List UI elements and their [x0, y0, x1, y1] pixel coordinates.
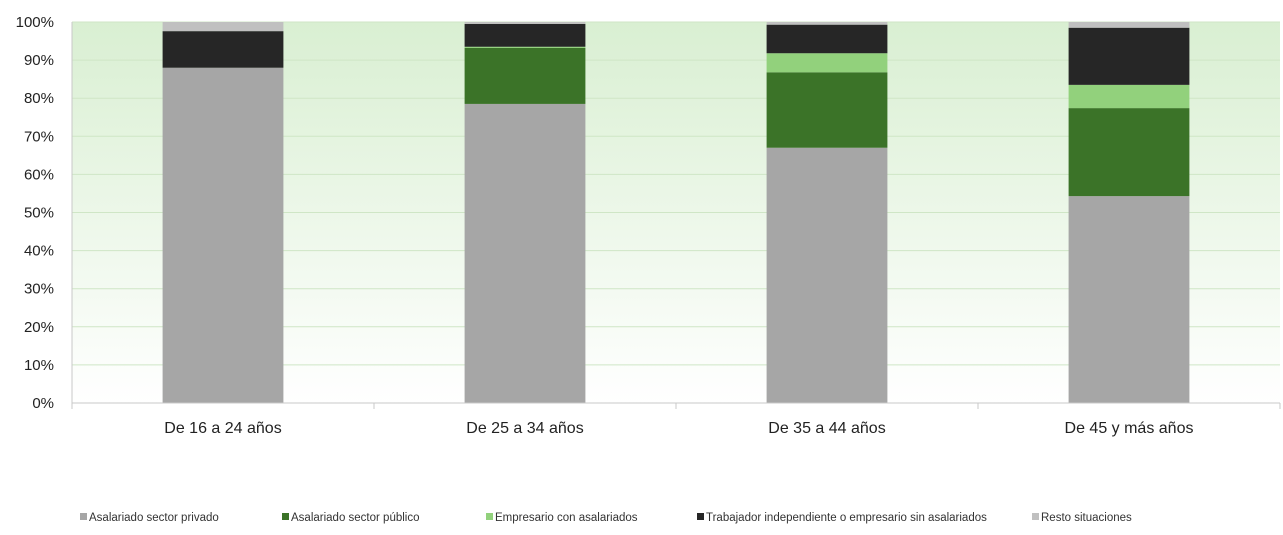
y-tick-label: 50%	[24, 205, 54, 222]
legend-swatch-empresario-con-asalariados	[486, 513, 493, 520]
bar-segment-asalariado-sector-privado	[162, 67, 284, 403]
bar-segment-asalariado-sector-publico	[1068, 108, 1190, 197]
bar-segment-asalariado-sector-publico	[464, 47, 586, 104]
bar-segment-trabajador-independiente-o-empresario-sin-asalariados	[766, 24, 888, 54]
legend-label: Asalariado sector privado	[89, 512, 219, 524]
bar-segment-empresario-con-asalariados	[1068, 84, 1190, 109]
legend-label: Asalariado sector público	[291, 512, 420, 524]
bar-segment-asalariado-sector-privado	[766, 147, 888, 403]
y-tick-label: 100%	[16, 14, 54, 31]
bar-segment-resto-situaciones	[162, 22, 284, 32]
bar-segment-empresario-con-asalariados	[464, 46, 586, 48]
y-tick-label: 0%	[32, 395, 54, 412]
y-tick-label: 10%	[24, 357, 54, 374]
legend-swatch-resto-situaciones	[1032, 513, 1039, 520]
x-tick-label: De 16 a 24 años	[164, 420, 281, 437]
legend-swatch-asalariado-sector-privado	[80, 513, 87, 520]
bar-segment-trabajador-independiente-o-empresario-sin-asalariados	[162, 31, 284, 68]
legend-label: Empresario con asalariados	[495, 512, 638, 524]
legend-swatch-trabajador-independiente-o-empresario-sin-asalariados	[697, 513, 704, 520]
bars	[162, 22, 1190, 403]
legend: Asalariado sector privado Asalariado sect…	[80, 512, 1132, 524]
y-tick-label: 80%	[24, 90, 54, 107]
bar-segment-asalariado-sector-privado	[464, 103, 586, 403]
y-tick-label: 60%	[24, 166, 54, 183]
legend-label: Trabajador independiente o empresario si…	[706, 512, 987, 524]
bar-segment-resto-situaciones	[1068, 22, 1190, 28]
legend-swatch-asalariado-sector-publico	[282, 513, 289, 520]
bar-segment-resto-situaciones	[464, 22, 586, 24]
legend-label: Resto situaciones	[1041, 512, 1132, 524]
bar-segment-trabajador-independiente-o-empresario-sin-asalariados	[464, 23, 586, 47]
y-tick-label: 20%	[24, 319, 54, 336]
y-tick-label: 30%	[24, 281, 54, 298]
x-tick-label: De 45 y más años	[1065, 420, 1194, 437]
bar-segment-asalariado-sector-publico	[766, 72, 888, 148]
axes: 0% 10% 20% 30% 40% 50% 60% 70% 80% 90% 100% De 16 a…	[16, 14, 1281, 437]
y-tick-label: 70%	[24, 128, 54, 145]
x-tick-label: De 35 a 44 años	[768, 420, 885, 437]
y-tick-label: 40%	[24, 243, 54, 260]
bar-segment-resto-situaciones	[766, 22, 888, 25]
bar-segment-empresario-con-asalariados	[766, 53, 888, 73]
y-tick-label: 90%	[24, 52, 54, 69]
bar-segment-asalariado-sector-privado	[1068, 196, 1190, 403]
x-tick-label: De 25 a 34 años	[466, 420, 583, 437]
bar-segment-trabajador-independiente-o-empresario-sin-asalariados	[1068, 27, 1190, 85]
